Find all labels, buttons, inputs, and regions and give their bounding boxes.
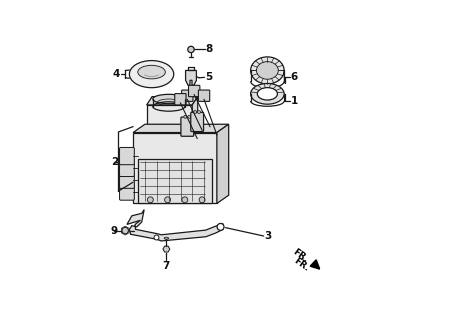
FancyBboxPatch shape xyxy=(180,117,193,136)
Text: 8: 8 xyxy=(205,44,212,54)
Circle shape xyxy=(181,197,187,203)
Text: 4: 4 xyxy=(113,69,120,79)
Ellipse shape xyxy=(129,60,173,88)
FancyBboxPatch shape xyxy=(146,105,192,138)
Text: 9: 9 xyxy=(110,226,117,236)
Circle shape xyxy=(197,111,200,114)
Ellipse shape xyxy=(250,57,284,84)
FancyBboxPatch shape xyxy=(133,132,216,204)
Ellipse shape xyxy=(152,94,184,104)
Polygon shape xyxy=(133,124,228,132)
FancyBboxPatch shape xyxy=(119,148,134,165)
Text: 1: 1 xyxy=(290,96,297,106)
Text: 6: 6 xyxy=(290,72,297,82)
Polygon shape xyxy=(216,124,228,204)
Polygon shape xyxy=(127,210,222,241)
Ellipse shape xyxy=(257,88,277,100)
Circle shape xyxy=(199,197,205,203)
Ellipse shape xyxy=(256,62,278,79)
Ellipse shape xyxy=(250,84,284,104)
FancyBboxPatch shape xyxy=(138,158,212,204)
Ellipse shape xyxy=(164,237,168,239)
Circle shape xyxy=(187,46,194,53)
Text: 5: 5 xyxy=(205,72,212,82)
Circle shape xyxy=(164,197,170,203)
FancyBboxPatch shape xyxy=(119,183,134,200)
FancyBboxPatch shape xyxy=(119,159,134,177)
Text: 7: 7 xyxy=(162,261,170,271)
Text: FR.: FR. xyxy=(290,247,308,264)
Circle shape xyxy=(184,115,186,118)
FancyBboxPatch shape xyxy=(119,171,134,188)
Text: 2: 2 xyxy=(110,156,118,167)
Ellipse shape xyxy=(138,65,165,79)
Polygon shape xyxy=(146,97,197,105)
Polygon shape xyxy=(192,97,197,138)
Text: 3: 3 xyxy=(263,231,271,241)
Polygon shape xyxy=(185,70,196,85)
Circle shape xyxy=(122,228,128,234)
Circle shape xyxy=(154,235,159,240)
Circle shape xyxy=(187,115,190,118)
Circle shape xyxy=(193,111,196,114)
Text: FR.: FR. xyxy=(291,256,310,273)
FancyBboxPatch shape xyxy=(188,85,199,97)
FancyBboxPatch shape xyxy=(181,90,193,101)
FancyBboxPatch shape xyxy=(190,112,203,132)
FancyBboxPatch shape xyxy=(175,93,186,105)
Circle shape xyxy=(147,197,153,203)
FancyBboxPatch shape xyxy=(198,90,209,101)
Circle shape xyxy=(216,223,224,230)
